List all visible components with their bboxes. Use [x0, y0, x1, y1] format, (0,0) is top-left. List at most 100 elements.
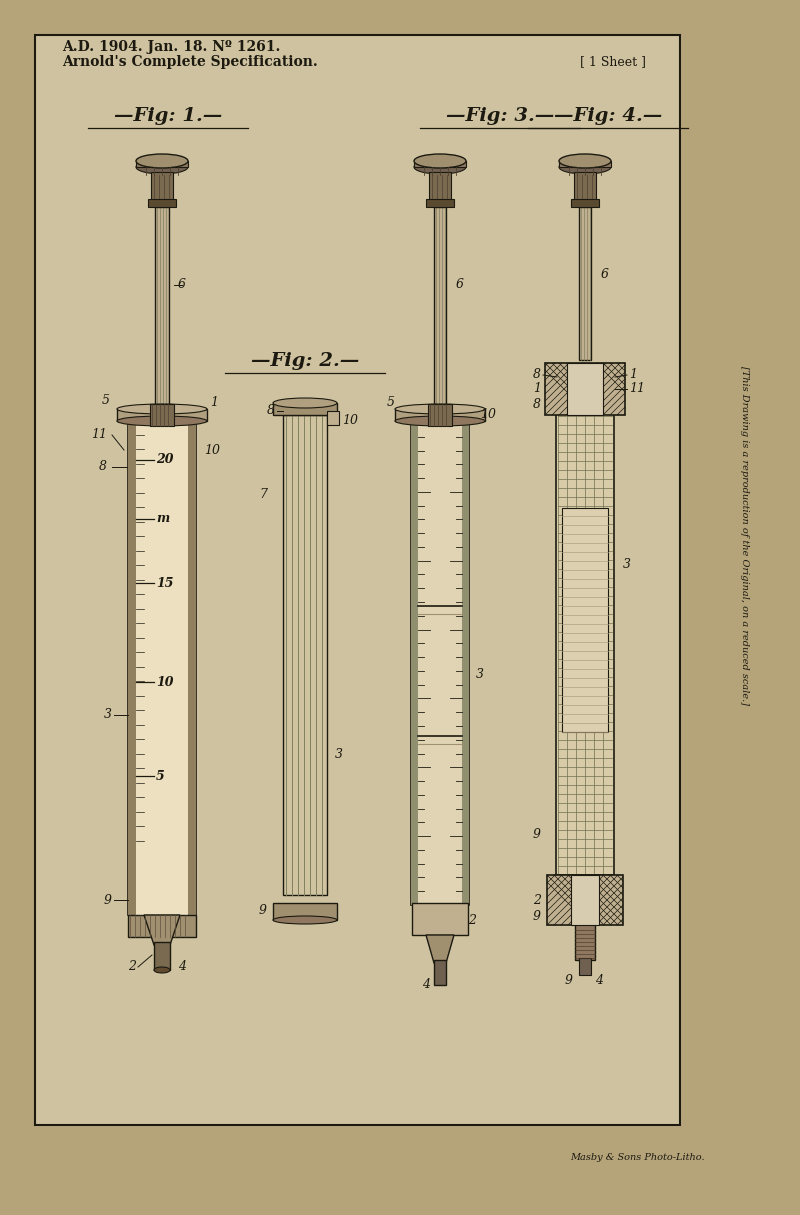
Ellipse shape [414, 160, 466, 174]
Text: 1: 1 [210, 396, 218, 409]
Text: —Fig: 3.—: —Fig: 3.— [446, 107, 554, 125]
Bar [395, 409, 485, 422]
Bar [150, 405, 174, 426]
Text: 2: 2 [128, 961, 136, 973]
Text: 1: 1 [533, 383, 541, 396]
Bar [429, 173, 451, 202]
Ellipse shape [136, 154, 188, 168]
Bar [434, 207, 446, 405]
Bar [155, 207, 169, 405]
Bar [154, 942, 170, 970]
Text: [ 1 Sheet ]: [ 1 Sheet ] [580, 56, 646, 68]
Ellipse shape [414, 154, 466, 168]
Text: —Fig: 2.—: —Fig: 2.— [251, 352, 359, 371]
Bar [327, 411, 339, 425]
Text: Masby & Sons Photo-Litho.: Masby & Sons Photo-Litho. [570, 1153, 705, 1162]
Text: 3: 3 [623, 559, 631, 571]
Ellipse shape [395, 405, 485, 414]
Bar [128, 420, 196, 915]
Bar [136, 420, 188, 915]
Text: 6: 6 [178, 278, 186, 292]
Bar [117, 409, 207, 422]
Text: 8: 8 [533, 368, 541, 382]
Text: m: m [156, 513, 170, 526]
Text: 10: 10 [156, 676, 174, 689]
Bar [283, 416, 327, 895]
Bar [35, 35, 680, 1125]
Ellipse shape [136, 160, 188, 174]
Text: 8: 8 [99, 460, 107, 474]
Text: 9: 9 [565, 973, 573, 987]
Text: 4: 4 [178, 961, 186, 973]
Text: 5: 5 [102, 394, 110, 407]
Text: 20: 20 [156, 453, 174, 467]
Bar [545, 363, 625, 416]
Ellipse shape [273, 916, 337, 923]
Bar [547, 875, 623, 925]
Text: 6: 6 [456, 278, 464, 292]
Bar [571, 875, 599, 925]
Text: 10: 10 [480, 408, 496, 422]
Text: 3: 3 [476, 668, 484, 682]
Bar [571, 199, 599, 207]
Text: 1: 1 [629, 368, 637, 382]
Polygon shape [144, 915, 180, 945]
Bar [148, 199, 176, 207]
Polygon shape [426, 936, 454, 963]
Bar [434, 960, 446, 985]
Bar [128, 420, 136, 915]
Bar [567, 363, 603, 416]
Text: 5: 5 [387, 396, 395, 409]
Text: 6: 6 [601, 269, 609, 282]
Bar [414, 162, 466, 166]
Ellipse shape [559, 154, 611, 168]
Text: —Fig: 1.—: —Fig: 1.— [114, 107, 222, 125]
Bar [412, 903, 468, 936]
Text: —Fig: 4.—: —Fig: 4.— [554, 107, 662, 125]
Text: 4: 4 [595, 973, 603, 987]
Text: 8: 8 [533, 399, 541, 412]
Text: 7: 7 [259, 488, 267, 502]
Bar [462, 423, 469, 905]
Bar [151, 173, 173, 202]
Text: 4: 4 [422, 978, 430, 991]
Bar [273, 403, 337, 416]
Text: 8: 8 [267, 405, 275, 418]
Ellipse shape [117, 416, 207, 426]
Text: A.D. 1904. Jan. 18. Nº 1261.: A.D. 1904. Jan. 18. Nº 1261. [62, 40, 280, 53]
Bar [128, 915, 196, 937]
Bar [411, 423, 418, 905]
Text: 3: 3 [335, 748, 343, 762]
Bar [428, 405, 452, 426]
Ellipse shape [395, 416, 485, 426]
Text: 10: 10 [342, 413, 358, 426]
Bar [35, 35, 680, 1125]
Text: 11: 11 [629, 383, 645, 396]
Bar [579, 207, 591, 360]
Ellipse shape [117, 405, 207, 414]
Text: 15: 15 [156, 577, 174, 589]
Bar [574, 173, 596, 202]
Text: 2: 2 [468, 915, 476, 927]
Bar [411, 423, 469, 905]
Bar [575, 923, 595, 960]
Text: [This Drawing is a reproduction of the Original, on a reduced scale.]: [This Drawing is a reproduction of the O… [741, 366, 750, 705]
Bar [559, 162, 611, 166]
Ellipse shape [273, 399, 337, 408]
Bar [188, 420, 196, 915]
Text: 9: 9 [259, 904, 267, 916]
Bar [556, 364, 614, 875]
Text: 9: 9 [533, 829, 541, 842]
Ellipse shape [559, 160, 611, 174]
Bar [562, 508, 608, 733]
Text: Arnold's Complete Specification.: Arnold's Complete Specification. [62, 55, 318, 69]
Bar [426, 199, 454, 207]
Ellipse shape [154, 967, 170, 973]
Text: 2: 2 [533, 893, 541, 906]
Text: 3: 3 [104, 708, 112, 722]
Text: 9: 9 [533, 910, 541, 923]
Text: 5: 5 [156, 770, 165, 782]
Text: 9: 9 [104, 893, 112, 906]
Bar [579, 957, 591, 974]
Bar [273, 903, 337, 920]
